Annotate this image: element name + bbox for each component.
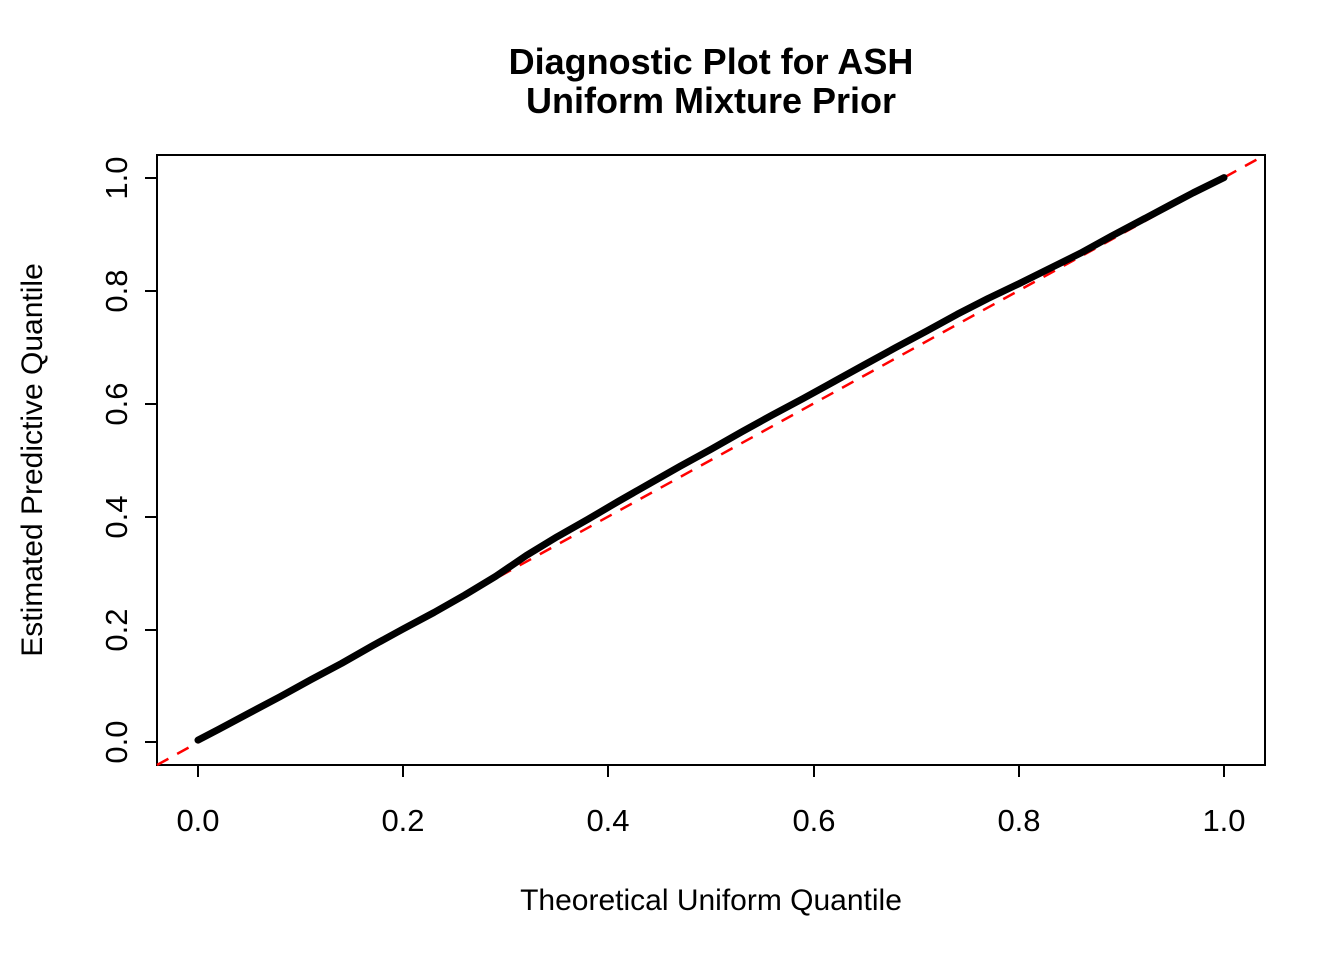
- x-tick-label: 0.6: [792, 803, 835, 838]
- x-tick-label: 0.8: [997, 803, 1040, 838]
- y-tick-label: 0.0: [99, 720, 134, 763]
- y-tick-label: 0.6: [99, 382, 134, 425]
- y-tick-label: 0.8: [99, 269, 134, 312]
- x-tick-label: 1.0: [1202, 803, 1245, 838]
- x-axis-ticks: [197, 766, 1225, 777]
- x-axis-tick-labels: 0.0 0.2 0.4 0.6 0.8 1.0: [176, 803, 1245, 838]
- y-axis-title: Estimated Predictive Quantile: [16, 263, 49, 657]
- y-axis-ticks: [145, 177, 156, 743]
- chart-title-line-1: Diagnostic Plot for ASH: [509, 41, 914, 82]
- x-tick-label: 0.0: [176, 803, 219, 838]
- x-tick-label: 0.2: [381, 803, 424, 838]
- y-tick-label: 1.0: [99, 156, 134, 199]
- y-axis-tick-labels: 0.0 0.2 0.4 0.6 0.8 1.0: [99, 156, 134, 763]
- y-tick-label: 0.4: [99, 495, 134, 538]
- x-axis-title: Theoretical Uniform Quantile: [520, 884, 902, 917]
- qq-curve: [194, 174, 1228, 744]
- x-tick-label: 0.4: [586, 803, 629, 838]
- plot-border-box: [156, 154, 1266, 766]
- chart-title-line-2: Uniform Mixture Prior: [526, 80, 896, 121]
- y-tick-label: 0.2: [99, 608, 134, 651]
